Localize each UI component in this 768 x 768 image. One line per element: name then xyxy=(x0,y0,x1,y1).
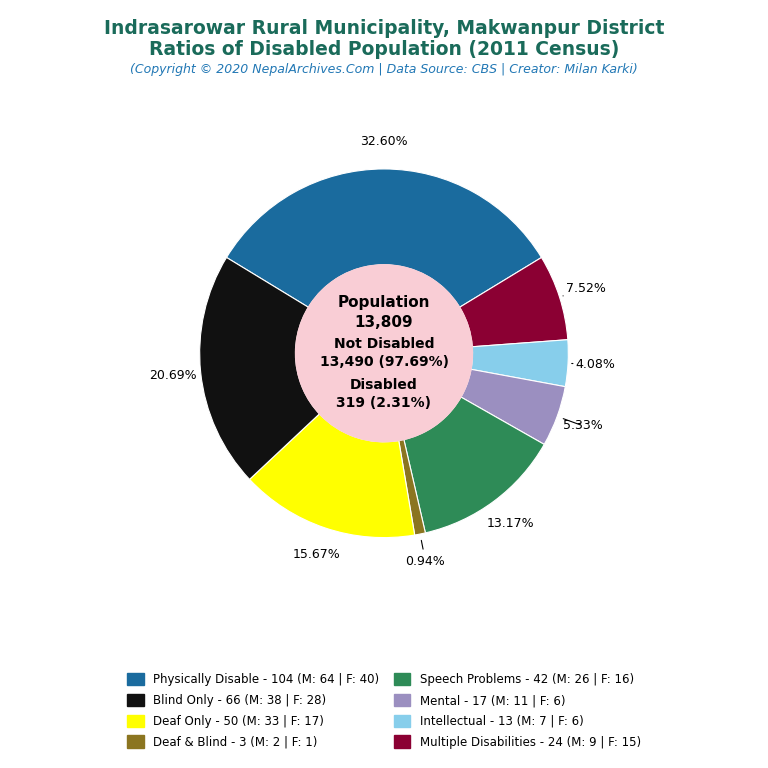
Wedge shape xyxy=(200,257,319,479)
Wedge shape xyxy=(399,439,425,535)
Text: 13.17%: 13.17% xyxy=(487,517,535,530)
Text: 0.94%: 0.94% xyxy=(406,541,445,568)
Circle shape xyxy=(296,265,472,442)
Text: 32.60%: 32.60% xyxy=(360,135,408,147)
Text: 7.52%: 7.52% xyxy=(563,282,606,296)
Legend: Physically Disable - 104 (M: 64 | F: 40), Blind Only - 66 (M: 38 | F: 28), Deaf : Physically Disable - 104 (M: 64 | F: 40)… xyxy=(121,667,647,754)
Text: 15.67%: 15.67% xyxy=(293,548,340,561)
Text: Indrasarowar Rural Municipality, Makwanpur District: Indrasarowar Rural Municipality, Makwanp… xyxy=(104,19,664,38)
Wedge shape xyxy=(227,169,541,307)
Text: Population
13,809: Population 13,809 xyxy=(338,296,430,330)
Text: 4.08%: 4.08% xyxy=(571,358,616,371)
Wedge shape xyxy=(459,257,568,347)
Wedge shape xyxy=(461,369,565,445)
Text: Not Disabled
13,490 (97.69%): Not Disabled 13,490 (97.69%) xyxy=(319,337,449,369)
Wedge shape xyxy=(404,397,545,533)
Text: (Copyright © 2020 NepalArchives.Com | Data Source: CBS | Creator: Milan Karki): (Copyright © 2020 NepalArchives.Com | Da… xyxy=(130,63,638,76)
Text: 20.69%: 20.69% xyxy=(149,369,197,382)
Wedge shape xyxy=(250,414,415,538)
Text: Ratios of Disabled Population (2011 Census): Ratios of Disabled Population (2011 Cens… xyxy=(149,40,619,59)
Text: Disabled
319 (2.31%): Disabled 319 (2.31%) xyxy=(336,378,432,410)
Text: 5.33%: 5.33% xyxy=(563,419,603,432)
Wedge shape xyxy=(471,339,568,386)
